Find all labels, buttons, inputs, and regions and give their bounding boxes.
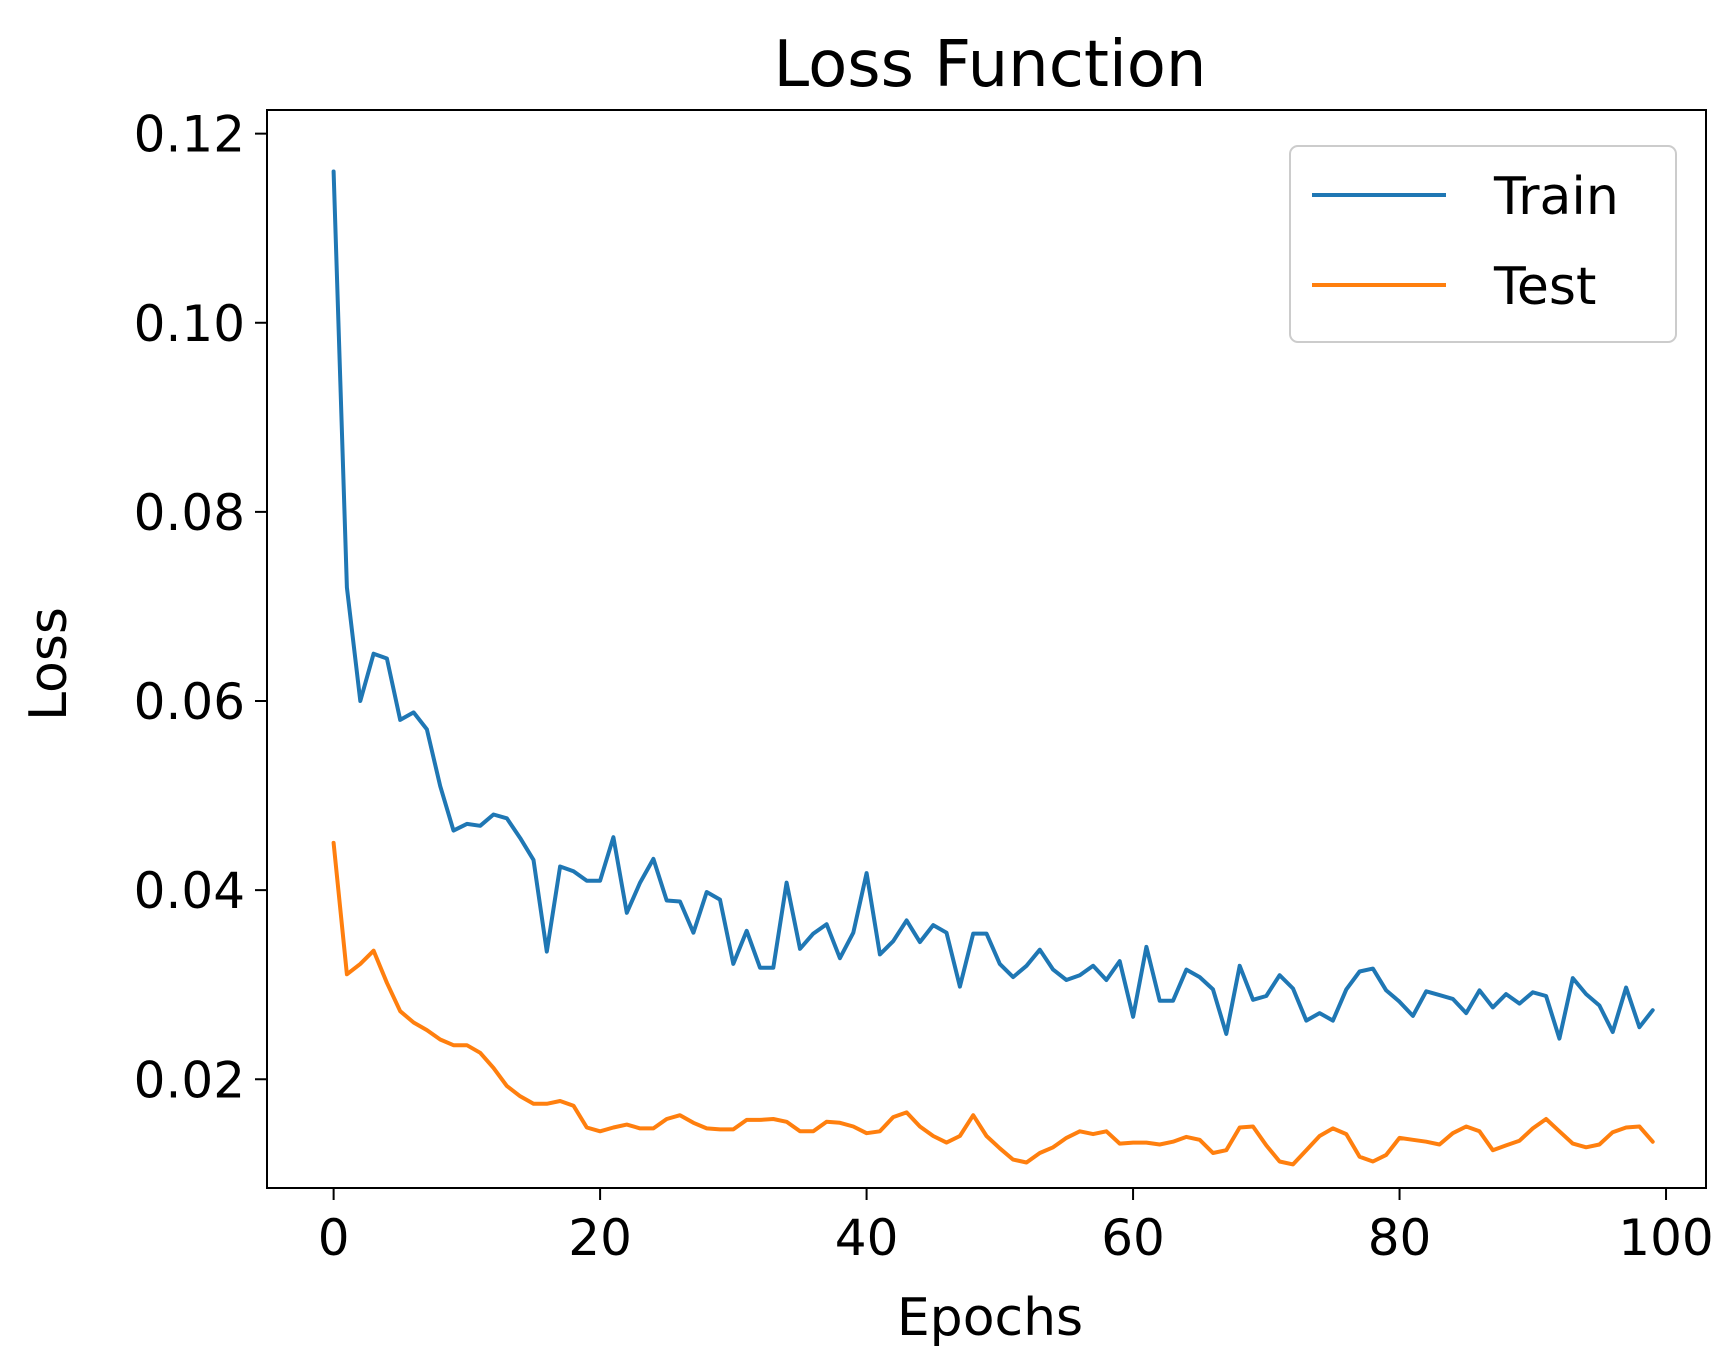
y-tick-label: 0.06 [134,673,245,731]
y-tick-label: 0.02 [134,1051,245,1109]
y-tick-label: 0.04 [134,862,245,920]
axis-ticks: 0 20 40 60 80 100 0.02 0.04 0.06 0.08 0.10 0.12 [134,106,1714,1267]
y-tick-label: 0.12 [134,106,245,164]
x-tick-label: 40 [835,1209,899,1267]
legend-label-test: Test [1493,257,1596,317]
y-axis-label: Loss [19,607,79,721]
y-tick-label: 0.10 [134,295,245,353]
x-tick-label: 0 [318,1209,350,1267]
chart-title: Loss Function [774,28,1207,102]
x-tick-label: 20 [568,1209,632,1267]
x-tick-label: 60 [1101,1209,1165,1267]
series-line-test [331,840,1655,1167]
series-line-train [331,169,1655,1041]
legend-label-train: Train [1493,167,1619,227]
plot-frame [266,109,1707,1189]
x-axis-label: Epochs [897,1288,1083,1348]
x-tick-label: 100 [1618,1209,1713,1267]
x-tick-label: 80 [1368,1209,1432,1267]
legend: Train Test [1289,145,1677,343]
y-tick-label: 0.08 [134,484,245,542]
series-lines [331,169,1655,1167]
